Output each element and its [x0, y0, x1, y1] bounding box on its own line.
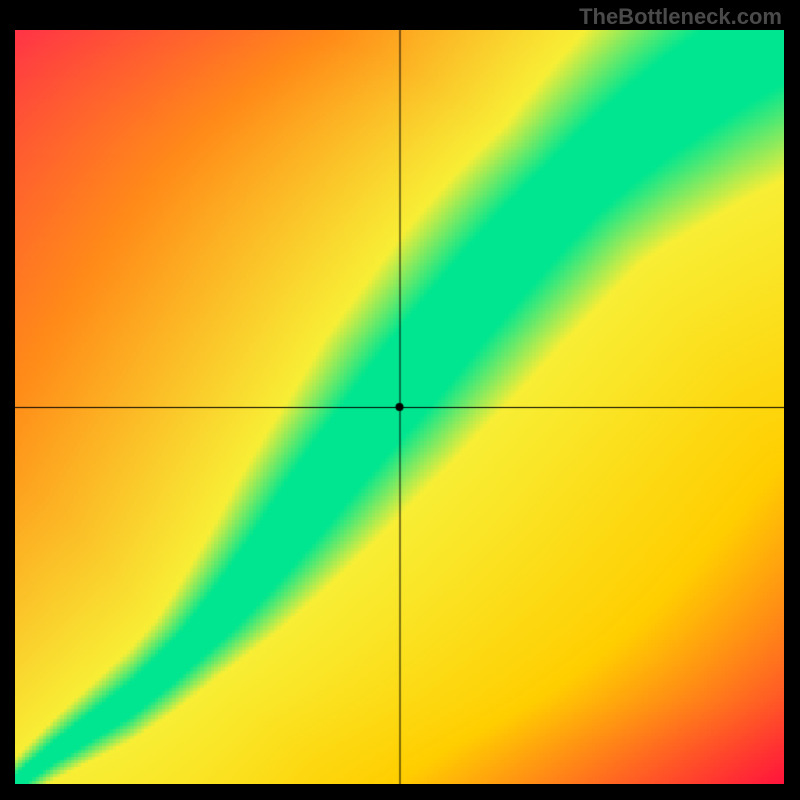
heatmap-canvas [15, 30, 784, 784]
chart-container: TheBottleneck.com [0, 0, 800, 800]
watermark-text: TheBottleneck.com [579, 4, 782, 30]
heatmap-plot [15, 30, 784, 784]
